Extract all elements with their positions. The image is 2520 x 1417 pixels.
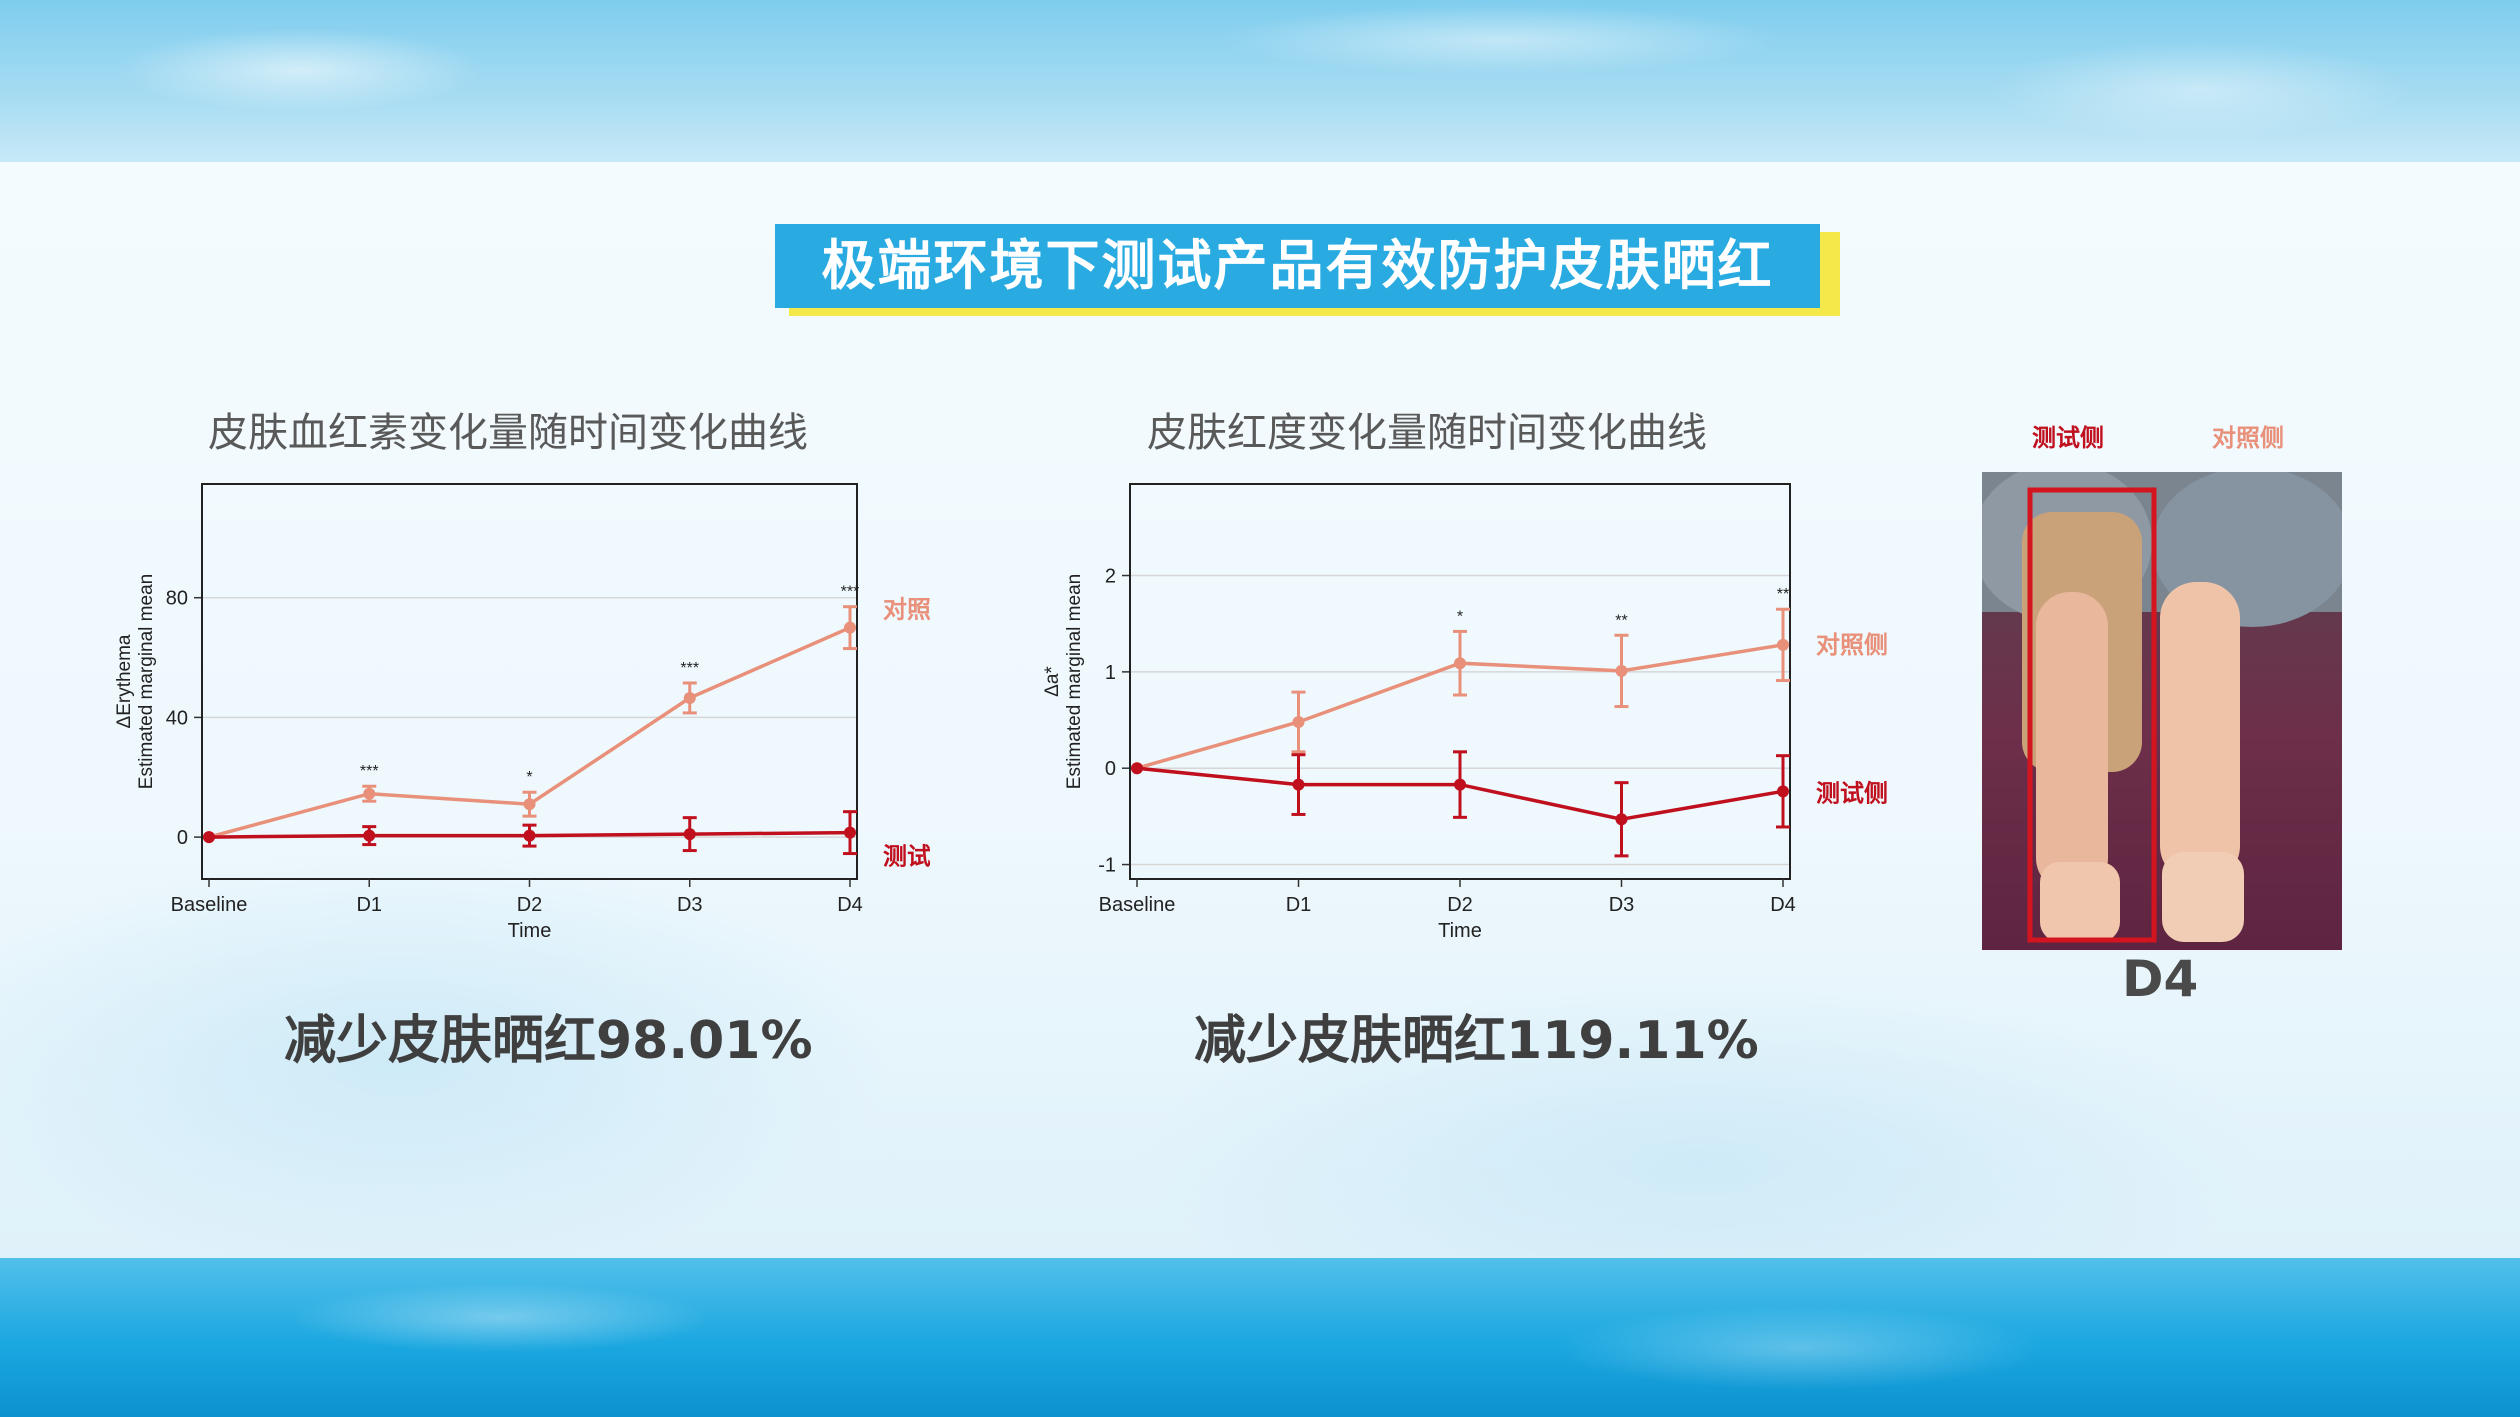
y-axis-sublabel: Estimated marginal mean xyxy=(136,574,157,789)
significance-marker: *** xyxy=(841,584,860,601)
series-legend-label: 对照侧 xyxy=(1816,631,1888,659)
control-arm xyxy=(2160,582,2240,882)
significance-marker: * xyxy=(526,769,532,786)
data-point xyxy=(523,798,536,811)
significance-marker: * xyxy=(1457,608,1463,625)
test-hand xyxy=(2040,862,2120,942)
erythema-chart: 0 40 80 Baseline D1 D2 D3 D4 Time ΔErythema Estima… xyxy=(114,483,930,942)
header-water-band xyxy=(0,0,2520,162)
x-tick-label: D2 xyxy=(517,894,543,916)
y-tick-label: 1 xyxy=(1105,662,1116,684)
right-chart-title: 皮肤红度变化量随时间变化曲线 xyxy=(1147,410,1707,456)
series-legend-label: 测试侧 xyxy=(883,843,930,871)
right-result-text: 减少皮肤晒红119.11% xyxy=(1194,1011,1759,1071)
data-point xyxy=(363,829,376,842)
plot-frame xyxy=(201,483,858,880)
x-tick-label: D1 xyxy=(356,894,382,916)
data-point xyxy=(523,829,536,842)
control-hand xyxy=(2162,852,2244,942)
left-result-text: 减少皮肤晒红98.01% xyxy=(284,1011,813,1071)
data-point xyxy=(1454,778,1466,791)
y-tick-label: 80 xyxy=(166,588,188,610)
data-point xyxy=(363,787,376,800)
headline-banner: 极端环境下测试产品有效防护皮肤晒红 xyxy=(775,224,1840,316)
x-axis-label: Time xyxy=(508,920,552,942)
forearm-photo xyxy=(1982,472,2342,950)
left-chart-title: 皮肤血红素变化量随时间变化曲线 xyxy=(208,410,808,456)
x-tick-label: D1 xyxy=(1286,894,1312,916)
footer-water-band xyxy=(0,1258,2520,1417)
y-tick-label: 0 xyxy=(177,827,188,849)
photo-test-label: 测试侧 xyxy=(2032,424,2104,452)
series-legend-label: 测试侧 xyxy=(1816,779,1888,807)
data-point xyxy=(1615,813,1628,826)
photo-control-label: 对照侧 xyxy=(2212,424,2284,452)
data-point xyxy=(1777,638,1789,651)
data-point xyxy=(1454,657,1466,670)
y-tick-label: 0 xyxy=(1105,758,1116,780)
y-axis-label: ΔErythema xyxy=(114,634,135,728)
x-tick-label: D4 xyxy=(1770,894,1796,916)
data-point xyxy=(1292,778,1305,791)
significance-marker: ** xyxy=(1777,586,1789,603)
redness-chart: -1 0 1 2 Baseline D1 D2 D3 D4 Time Δa* Estimated ma… xyxy=(1042,483,1888,942)
test-area-frame xyxy=(2027,487,2157,943)
test-arm xyxy=(2036,592,2108,892)
significance-marker: *** xyxy=(680,660,699,677)
x-tick-label: D4 xyxy=(837,894,863,916)
data-point xyxy=(1292,715,1305,728)
y-tick-label: 2 xyxy=(1105,566,1116,588)
data-point xyxy=(683,691,696,704)
y-tick-label: -1 xyxy=(1098,855,1116,877)
photo-caption: D4 xyxy=(2122,950,2199,1008)
data-point xyxy=(844,826,856,839)
x-tick-label: Baseline xyxy=(1099,894,1176,916)
series-legend-label: 对照侧 xyxy=(883,596,930,624)
forearm-illustration xyxy=(1982,472,2342,943)
y-tick-label: 40 xyxy=(166,707,188,729)
y-axis-sublabel: Estimated marginal mean xyxy=(1064,574,1085,789)
headline-title: 极端环境下测试产品有效防护皮肤晒红 xyxy=(775,224,1820,308)
x-tick-label: Baseline xyxy=(171,894,248,916)
x-tick-label: D3 xyxy=(1609,894,1635,916)
data-point xyxy=(844,621,856,634)
data-point xyxy=(1777,785,1789,798)
x-tick-label: D3 xyxy=(677,894,703,916)
x-tick-label: D2 xyxy=(1447,894,1473,916)
data-point xyxy=(1615,664,1628,677)
y-axis-label: Δa* xyxy=(1042,666,1063,697)
data-point xyxy=(683,828,696,841)
significance-marker: *** xyxy=(360,763,379,780)
data-point xyxy=(1131,762,1143,775)
significance-marker: ** xyxy=(1615,612,1627,629)
data-point xyxy=(203,831,215,844)
x-axis-label: Time xyxy=(1438,920,1482,942)
